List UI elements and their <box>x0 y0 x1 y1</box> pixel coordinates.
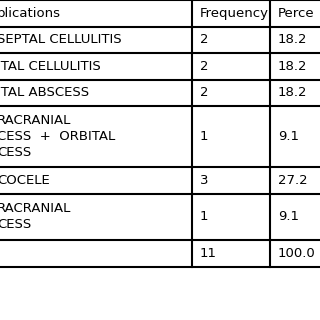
Text: 11: 11 <box>200 247 217 260</box>
Text: 18.2: 18.2 <box>278 60 307 73</box>
Text: 18.2: 18.2 <box>278 86 307 100</box>
Text: 100.0: 100.0 <box>278 247 316 260</box>
Text: 9.1: 9.1 <box>278 130 299 143</box>
Text: 1: 1 <box>200 130 208 143</box>
Text: ITAL ABSCESS: ITAL ABSCESS <box>0 86 89 100</box>
Text: 2: 2 <box>200 60 208 73</box>
Text: COCELE: COCELE <box>0 174 50 187</box>
Text: Perce: Perce <box>278 7 315 20</box>
Text: SEPTAL CELLULITIS: SEPTAL CELLULITIS <box>0 33 121 46</box>
Text: RACRANIAL
CESS: RACRANIAL CESS <box>0 202 71 231</box>
Text: RACRANIAL
CESS  +  ORBITAL
CESS: RACRANIAL CESS + ORBITAL CESS <box>0 114 115 159</box>
Text: plications: plications <box>0 7 61 20</box>
Text: 2: 2 <box>200 86 208 100</box>
Text: 18.2: 18.2 <box>278 33 307 46</box>
Text: 2: 2 <box>200 33 208 46</box>
Text: ITAL CELLULITIS: ITAL CELLULITIS <box>0 60 100 73</box>
Text: 3: 3 <box>200 174 208 187</box>
Text: 9.1: 9.1 <box>278 210 299 223</box>
Text: 1: 1 <box>200 210 208 223</box>
Text: 27.2: 27.2 <box>278 174 308 187</box>
Text: Frequency: Frequency <box>200 7 268 20</box>
